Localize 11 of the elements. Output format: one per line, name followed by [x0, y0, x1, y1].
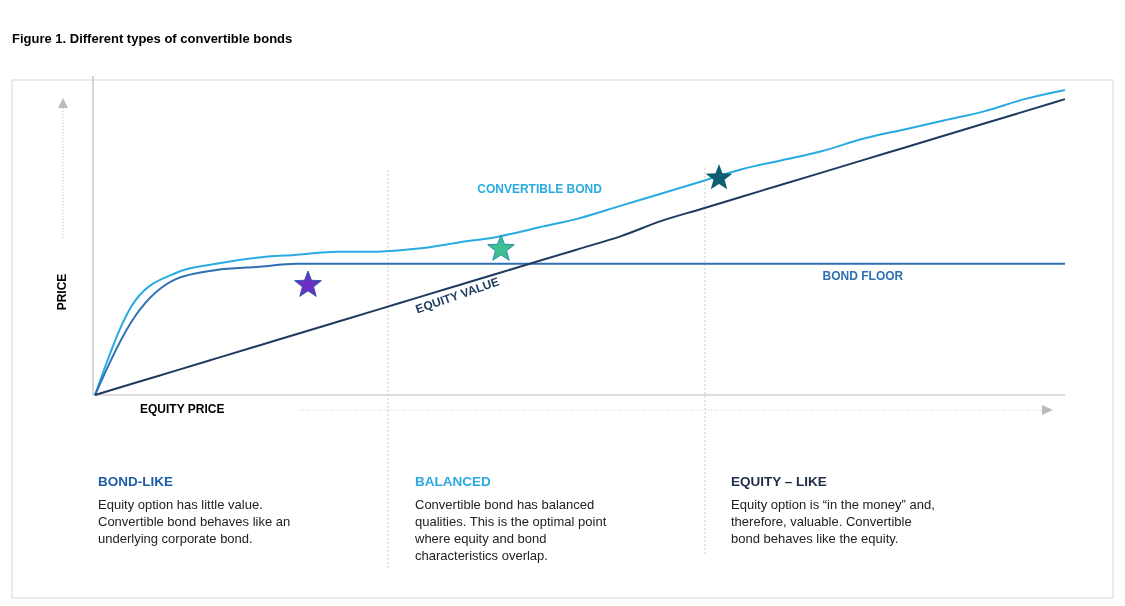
chart-title: Figure 1. Different types of convertible bonds: [12, 31, 293, 46]
text: EQUITY – LIKE: [731, 474, 827, 489]
series-label: CONVERTIBLE BOND: [477, 182, 603, 197]
text: BALANCED: [415, 474, 491, 489]
text: BOND-LIKE: [98, 474, 173, 489]
text: Equity option has little value. Convertible bond behaves like an underlying corporate bond.: [98, 497, 291, 546]
y-axis-title: PRICE: [55, 273, 69, 311]
text: Convertible bond has balanced qualities. This is the optimal point where equity and bond characteristics overlap.: [414, 497, 607, 563]
text: Equity option is “in the money” and, therefore, valuable. Convertible bond behaves like the equity.: [731, 497, 935, 546]
series-label: BOND FLOOR: [822, 268, 904, 283]
x-axis-title: EQUITY PRICE: [140, 402, 225, 416]
